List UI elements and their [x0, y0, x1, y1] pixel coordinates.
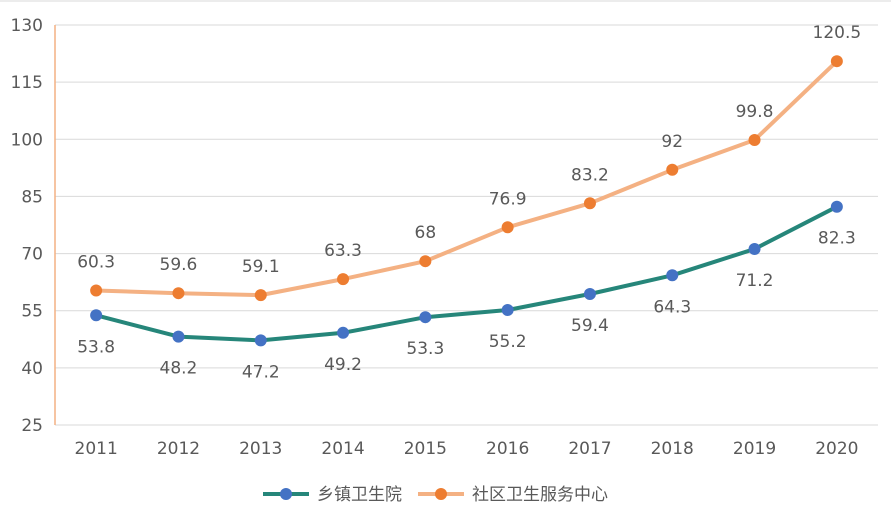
data-point — [830, 55, 843, 68]
data-label: 53.8 — [77, 337, 115, 357]
x-tick-label: 2012 — [157, 439, 200, 459]
data-label: 71.2 — [736, 271, 774, 291]
data-label: 99.8 — [736, 102, 774, 122]
data-label: 92 — [661, 132, 683, 152]
data-point — [501, 221, 514, 234]
legend-marker-swatch — [280, 488, 292, 500]
legend-marker-swatch — [435, 488, 447, 500]
axes: 25 40 55 70 85 100 115 130 2011 2012 2013 2014 2015 2… — [11, 16, 859, 459]
data-label: 63.3 — [324, 241, 362, 261]
data-point — [254, 334, 267, 347]
legend: 乡镇卫生院 社区卫生服务中心 — [263, 485, 608, 505]
data-label: 47.2 — [242, 362, 280, 382]
data-label: 55.2 — [489, 332, 527, 352]
y-tick-label: 115 — [11, 73, 43, 93]
y-tick-label: 55 — [21, 302, 43, 322]
data-point — [830, 200, 843, 213]
data-point — [583, 287, 596, 300]
data-label: 64.3 — [653, 297, 691, 317]
y-tick-label: 40 — [21, 359, 43, 379]
data-point — [172, 330, 185, 343]
data-point — [666, 163, 679, 176]
data-point — [172, 287, 185, 300]
data-label: 48.2 — [160, 359, 198, 379]
data-point — [666, 269, 679, 282]
x-tick-label: 2015 — [404, 439, 447, 459]
data-point — [583, 197, 596, 210]
x-tick-label: 2013 — [239, 439, 282, 459]
data-label: 120.5 — [813, 23, 862, 43]
data-point — [337, 273, 350, 286]
data-label: 82.3 — [818, 229, 856, 249]
x-tick-label: 2014 — [321, 439, 364, 459]
data-label: 49.2 — [324, 355, 362, 375]
legend-entry: 乡镇卫生院 — [263, 485, 402, 505]
data-label: 60.3 — [77, 253, 115, 273]
series-line-1 — [94, 59, 839, 298]
legend-label: 乡镇卫生院 — [317, 485, 402, 505]
data-point — [748, 134, 761, 147]
data-point — [501, 303, 514, 316]
y-tick-label: 130 — [11, 16, 43, 36]
series — [90, 55, 843, 347]
data-label: 83.2 — [571, 165, 609, 185]
data-label: 68 — [415, 223, 437, 243]
data-labels: 53.8 48.2 47.2 49.2 53.3 55.2 59.4 64.3 71.2 82.3… — [77, 23, 861, 382]
y-tick-label: 100 — [11, 130, 43, 150]
x-tick-label: 2011 — [75, 439, 118, 459]
legend-label: 社区卫生服务中心 — [472, 485, 608, 505]
data-point — [337, 326, 350, 339]
data-label: 59.6 — [160, 255, 198, 275]
data-point — [419, 255, 432, 268]
x-tick-label: 2016 — [486, 439, 529, 459]
data-label: 59.1 — [242, 257, 280, 277]
x-tick-label: 2020 — [815, 439, 858, 459]
y-tick-label: 70 — [21, 245, 43, 265]
data-label: 53.3 — [406, 339, 444, 359]
data-label: 59.4 — [571, 316, 609, 336]
gridlines — [0, 0, 891, 426]
series-line-0 — [94, 204, 839, 343]
data-point — [748, 243, 761, 255]
data-point — [254, 289, 267, 302]
data-point — [90, 309, 103, 322]
data-label: 76.9 — [489, 189, 527, 209]
data-point — [419, 311, 432, 324]
x-tick-label: 2019 — [733, 439, 776, 459]
data-point — [90, 284, 103, 297]
y-tick-label: 85 — [21, 187, 43, 207]
x-tick-label: 2018 — [651, 439, 694, 459]
x-tick-label: 2017 — [568, 439, 611, 459]
y-tick-label: 25 — [21, 416, 43, 436]
legend-entry: 社区卫生服务中心 — [418, 485, 608, 505]
